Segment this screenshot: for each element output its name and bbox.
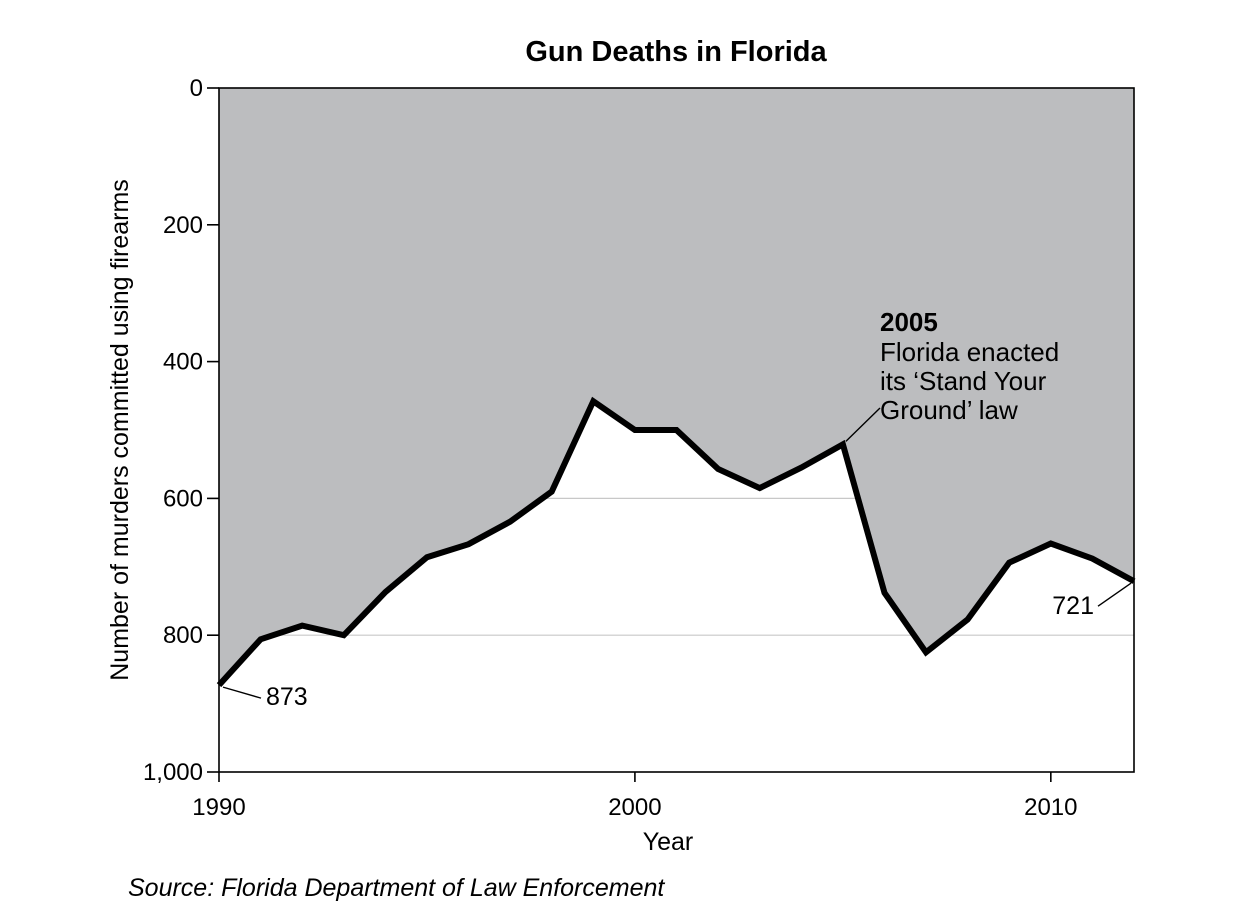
data-label-leader-1990 [222,686,262,699]
annotation-line-2: its ‘Stand Your [880,366,1047,396]
plot-area: 0 200 400 600 800 1,000 1990 2000 2010 873 721 [143,75,1136,821]
y-tick-label-800: 800 [163,622,203,649]
annotation-2005: 2005 Florida enacted its ‘Stand Your Gro… [880,307,1059,425]
y-tick-label-600: 600 [163,485,203,512]
annotation-leader [845,407,881,442]
x-tick-label-2010: 2010 [1024,794,1077,821]
y-tick-label-400: 400 [163,349,203,376]
x-tick-label-1990: 1990 [192,794,245,821]
annotation-line-1: Florida enacted [880,337,1059,367]
annotation-year: 2005 [880,307,938,337]
source-note: Source: Florida Department of Law Enforc… [128,874,665,902]
y-axis-label: Number of murders committed using firear… [106,179,134,681]
x-axis-label: Year [643,828,694,856]
chart-title: Gun Deaths in Florida [525,36,827,68]
plot-frame [218,87,1135,773]
data-label-leader-2012 [1097,582,1132,607]
y-tick-label-0: 0 [190,75,203,102]
data-label-1990: 873 [266,683,308,711]
series-line [216,396,1136,688]
y-tick-label-200: 200 [163,212,203,239]
data-label-2012: 721 [1052,592,1094,620]
annotation-line-3: Ground’ law [880,395,1018,425]
area-fill [219,88,1134,686]
x-tick-label-2000: 2000 [608,794,661,821]
y-tick-label-1000: 1,000 [143,759,203,786]
